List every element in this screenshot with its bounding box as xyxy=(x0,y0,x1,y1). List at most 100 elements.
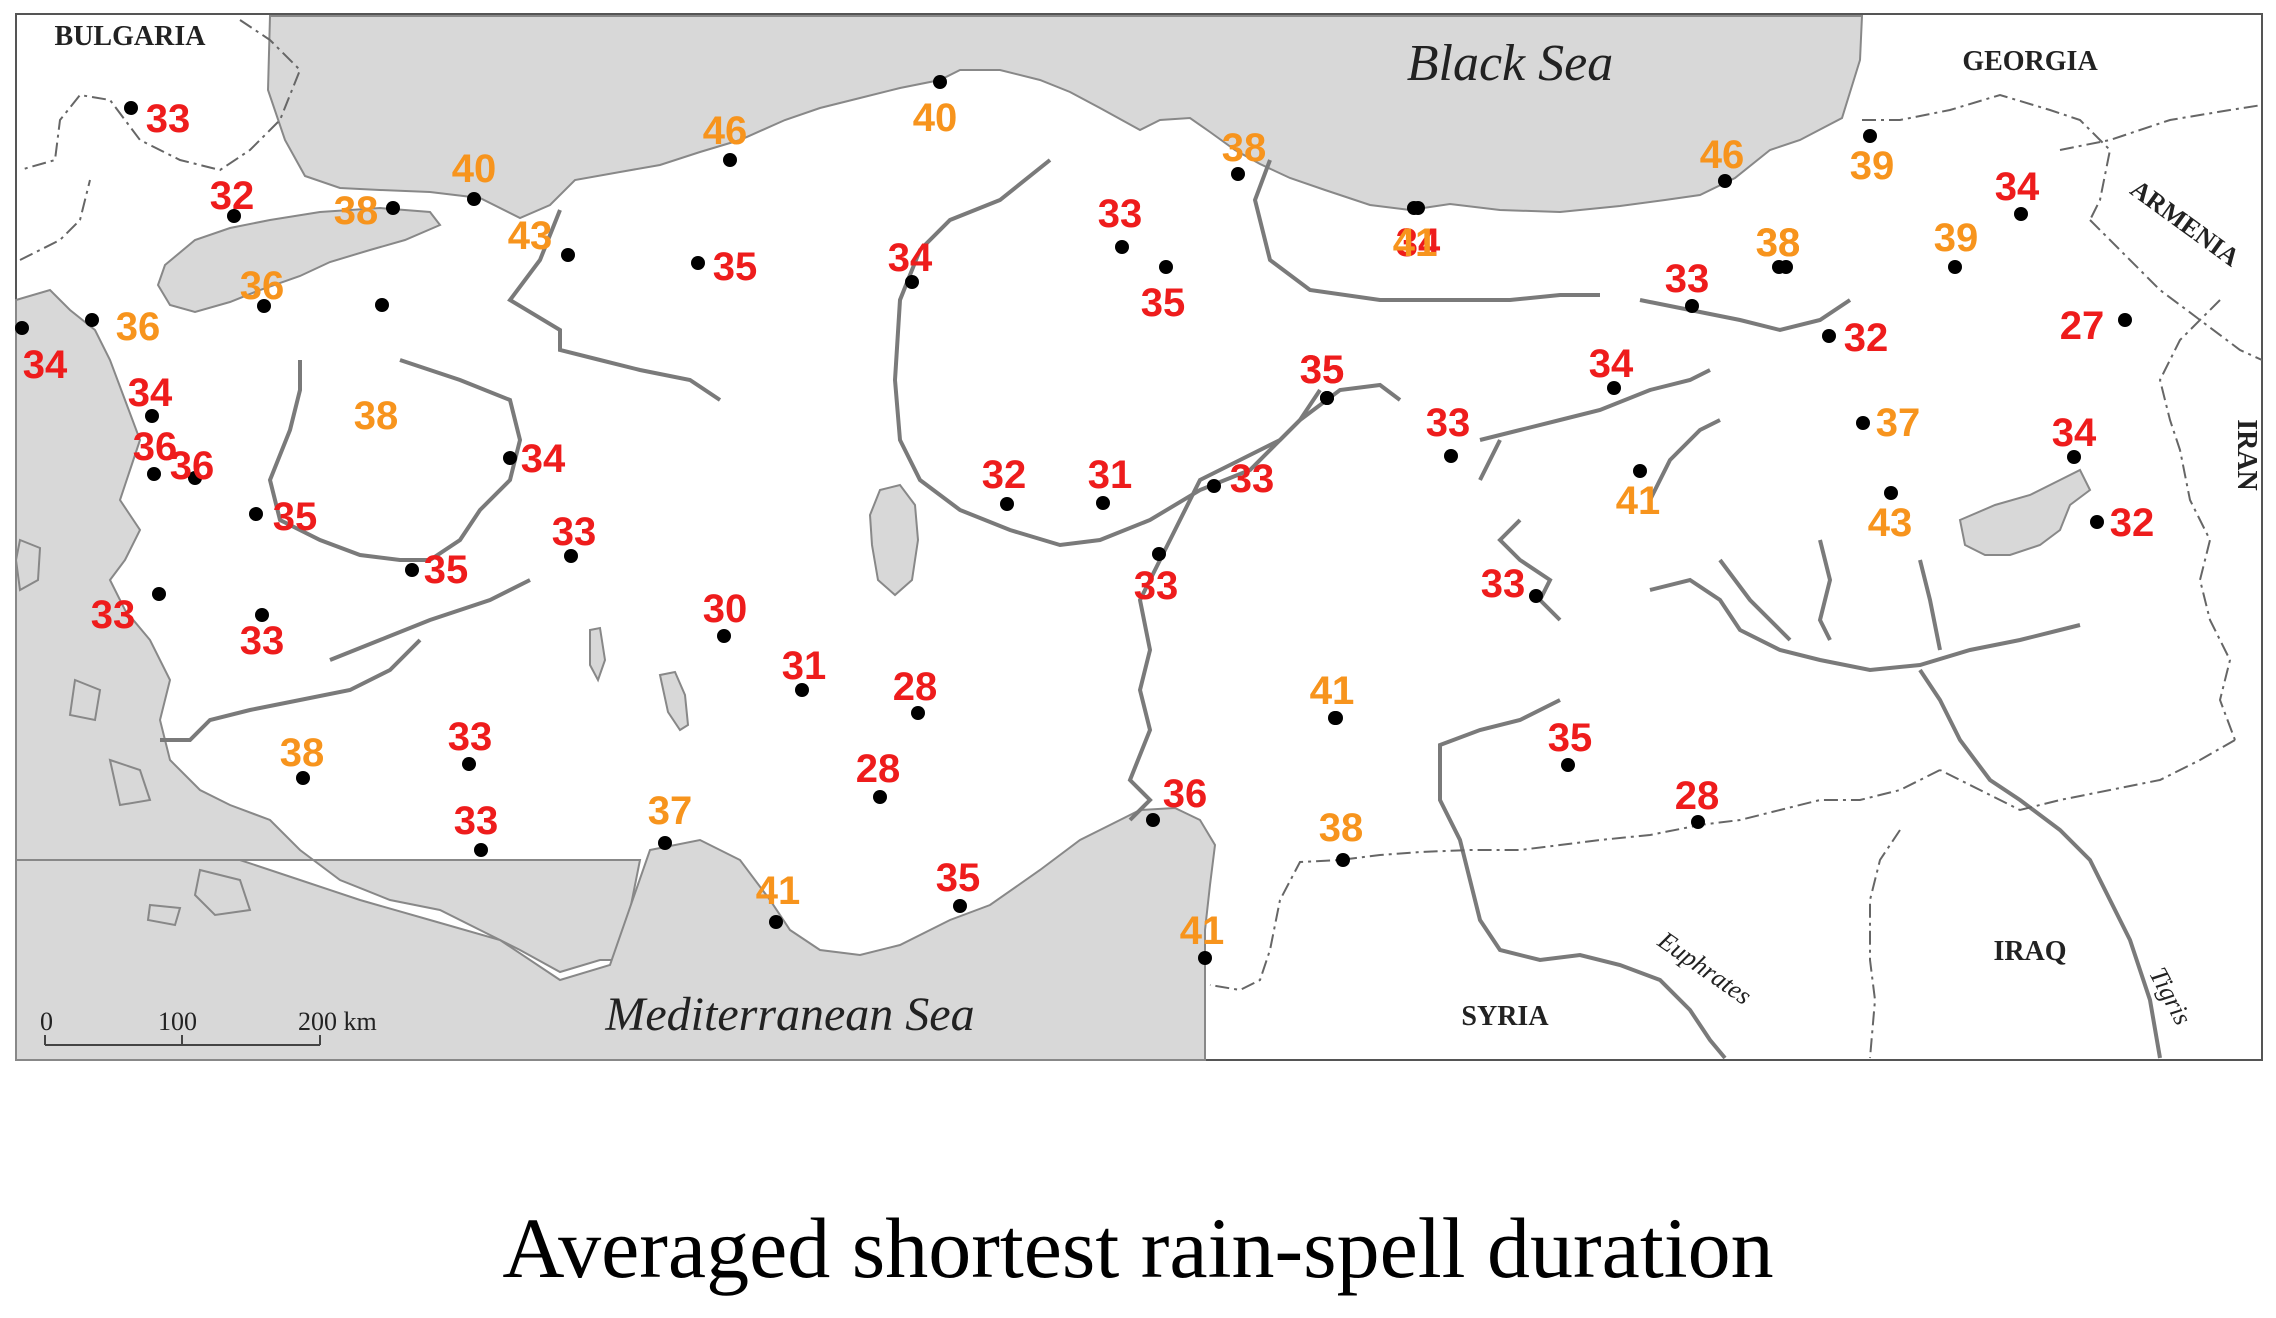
station-dot xyxy=(467,192,481,206)
station-dot xyxy=(15,321,29,335)
station-value-label: 35 xyxy=(713,245,758,289)
station-value-label: 46 xyxy=(1700,133,1745,177)
station-value-label: 33 xyxy=(1426,401,1471,445)
station-value-label: 31 xyxy=(1088,453,1133,497)
station-dot xyxy=(1231,167,1245,181)
station-dot xyxy=(85,313,99,327)
georgia-label: GEORGIA xyxy=(1962,46,2098,77)
station-dot xyxy=(1000,497,1014,511)
station-value-label: 34 xyxy=(2052,411,2097,455)
station-dot xyxy=(1691,815,1705,829)
station-value-label: 33 xyxy=(1665,257,1710,301)
station-dot xyxy=(124,101,138,115)
station-dot xyxy=(1884,486,1898,500)
station-value-label: 38 xyxy=(1756,221,1801,265)
station-dot xyxy=(503,451,517,465)
station-dot xyxy=(1444,449,1458,463)
sea-of-marmara xyxy=(156,206,442,314)
station-value-label: 40 xyxy=(452,147,497,191)
bulgaria-label: BULGARIA xyxy=(55,21,207,52)
station-dot xyxy=(1772,260,1786,274)
station-value-label: 31 xyxy=(782,644,827,688)
station-dot xyxy=(717,629,731,643)
mediterranean-label: Mediterranean Sea xyxy=(604,988,974,1041)
station-value-label: 30 xyxy=(703,587,748,631)
station-value-label: 36 xyxy=(1163,772,1208,816)
station-value-label: 28 xyxy=(856,747,901,791)
station-dot xyxy=(1822,329,1836,343)
station-value-label: 36 xyxy=(170,444,215,488)
station-value-label: 33 xyxy=(1134,564,1179,608)
station-dot xyxy=(795,683,809,697)
aegean-islands xyxy=(14,538,252,927)
station-value-label: 36 xyxy=(240,264,285,308)
station-value-label: 34 xyxy=(23,343,68,387)
station-value-label: 35 xyxy=(1300,348,1345,392)
station-dot xyxy=(1320,391,1334,405)
station-value-label: 34 xyxy=(1995,165,2040,209)
station-value-label: 32 xyxy=(210,174,255,218)
station-dot xyxy=(1152,547,1166,561)
black-sea-label: Black Sea xyxy=(1407,35,1613,92)
station-value-label: 28 xyxy=(893,665,938,709)
station-dot xyxy=(1529,589,1543,603)
station-dot xyxy=(933,75,947,89)
station-value-label: 33 xyxy=(448,715,493,759)
station-dot xyxy=(905,275,919,289)
station-dot xyxy=(564,549,578,563)
station-dot xyxy=(147,467,161,481)
station-value-label: 33 xyxy=(552,510,597,554)
station-dot xyxy=(1561,758,1575,772)
station-dot xyxy=(1207,479,1221,493)
station-value-label: 27 xyxy=(2060,304,2105,348)
station-dot xyxy=(723,153,737,167)
station-value-label: 46 xyxy=(703,109,748,153)
station-value-label: 36 xyxy=(116,305,161,349)
station-value-label: 33 xyxy=(1230,457,1275,501)
lake-van xyxy=(1958,468,2092,556)
scale-tick-100: 100 xyxy=(158,1007,197,1036)
station-dot xyxy=(1863,129,1877,143)
station-dot xyxy=(2014,207,2028,221)
lake-egirdir xyxy=(589,626,607,683)
station-dot xyxy=(1685,299,1699,313)
station-value-label: 41 xyxy=(1180,909,1225,953)
station-value-label: 36 xyxy=(133,425,178,469)
station-value-label: 38 xyxy=(1319,806,1364,850)
station-dot xyxy=(873,790,887,804)
station-value-label: 41 xyxy=(1310,669,1355,713)
lake-beysehir xyxy=(658,670,690,732)
station-dot xyxy=(375,298,389,312)
station-value-label: 33 xyxy=(1481,562,1526,606)
station-dot xyxy=(474,843,488,857)
black-sea xyxy=(266,15,1864,220)
iraq-label: IRAQ xyxy=(1993,936,2066,967)
station-dot xyxy=(145,409,159,423)
station-value-label: 39 xyxy=(1850,144,1895,188)
station-dot xyxy=(1146,813,1160,827)
station-dot xyxy=(1718,174,1732,188)
borders xyxy=(19,19,2263,1059)
station-dot xyxy=(462,757,476,771)
station-dot xyxy=(1115,240,1129,254)
scale-bar: 0 100 200 km xyxy=(40,1007,377,1046)
rivers xyxy=(160,158,2162,1060)
station-value-label: 37 xyxy=(1876,401,1921,445)
station-value-label: 33 xyxy=(91,593,136,637)
station-value-label: 34 xyxy=(521,437,566,481)
station-dot xyxy=(1336,853,1350,867)
station-dot xyxy=(953,899,967,913)
station-value-label: 32 xyxy=(982,453,1027,497)
station-value-label: 38 xyxy=(354,394,399,438)
station-dot xyxy=(405,563,419,577)
station-dot xyxy=(296,771,310,785)
station-value-label: 43 xyxy=(1868,501,1913,545)
station-dot xyxy=(2090,515,2104,529)
station-value-label: 35 xyxy=(1300,348,1345,392)
station-dot xyxy=(227,209,241,223)
station-dot xyxy=(911,706,925,720)
station-value-label: 38 xyxy=(1222,126,1267,170)
station-dot xyxy=(257,299,271,313)
